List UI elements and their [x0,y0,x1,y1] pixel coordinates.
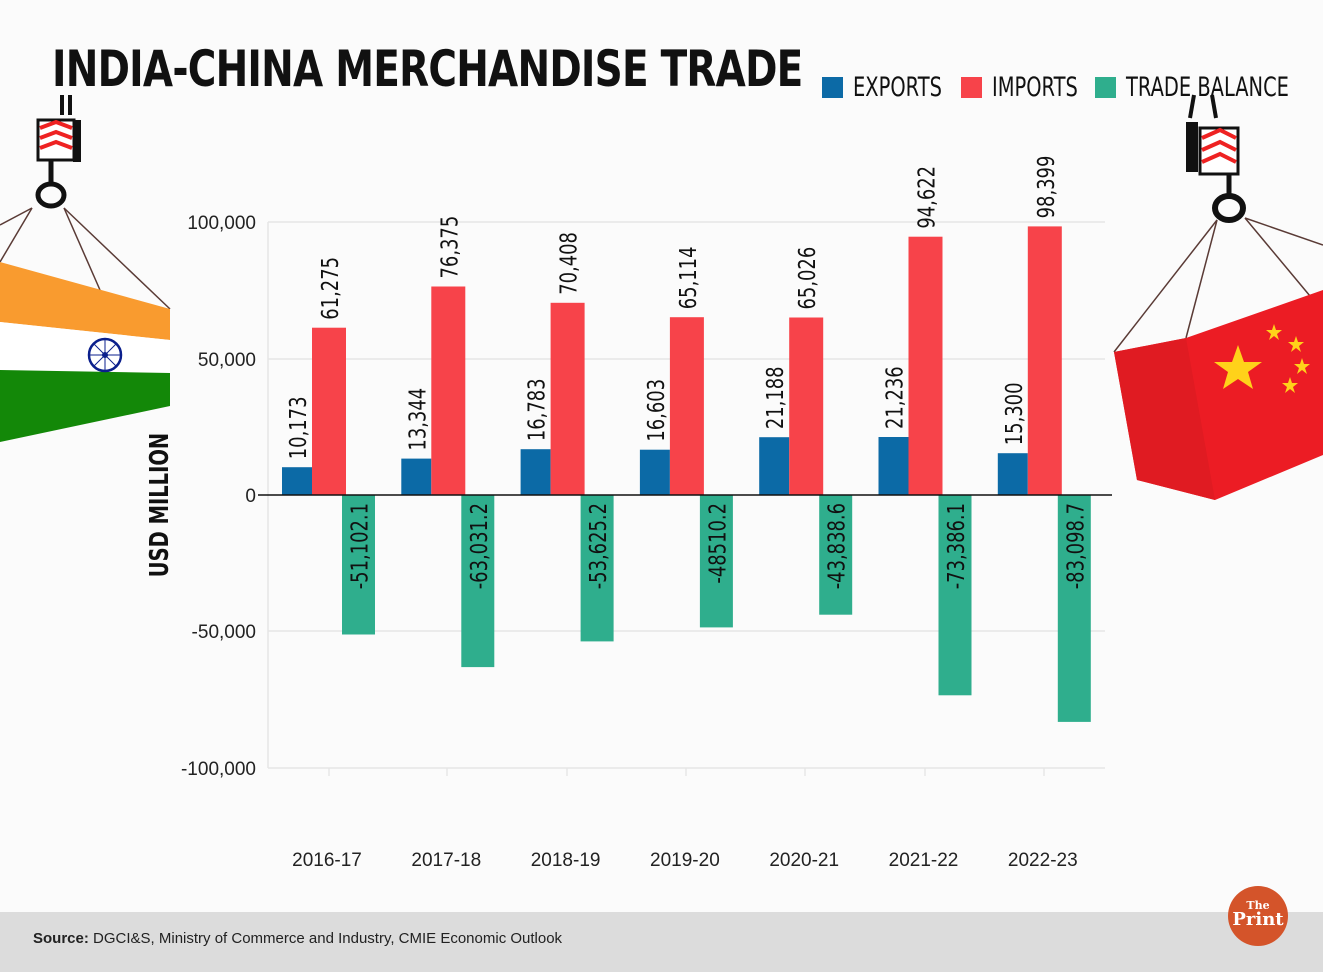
legend-swatch-exports [822,77,843,98]
legend-item-trade-balance: TRADE BALANCE [1094,72,1322,103]
bar-exports [878,437,909,495]
bar-imports [550,302,585,495]
data-label: 21,188 [762,366,789,429]
bar-series-group [282,226,1091,722]
legend-swatch-trade-balance [1094,77,1116,98]
logo-text-bottom: Print [1232,909,1284,930]
data-label: 16,603 [643,379,670,442]
legend-label-exports: EXPORTS [853,72,942,103]
legend-label-trade-balance: TRADE BALANCE [1125,72,1289,103]
y-tick-label: -50,000 [192,622,256,643]
data-label: 70,408 [555,232,582,295]
data-label: 10,173 [285,396,312,459]
data-label: -73,386.1 [943,503,970,589]
bar-trade-balance [938,495,972,696]
x-tick-label: 2019-20 [650,850,720,871]
bar-trade-balance [461,495,495,668]
theprint-logo: The Print [1228,886,1288,946]
bar-trade-balance [1057,495,1091,722]
bar-exports [639,449,670,495]
chart-legend: EXPORTS IMPORTS TRADE BALANCE [822,72,1323,103]
data-label: 76,375 [436,216,463,279]
data-label: 94,622 [913,166,940,229]
legend-item-imports: IMPORTS [960,72,1081,103]
chart-canvas: 100,000 50,000 0 -50,000 -100,000 USD MI… [0,94,1323,871]
bar-exports [282,467,312,495]
bar-trade-balance [342,495,375,635]
data-label: -63,031.2 [466,503,493,589]
x-tick-label: 2017-18 [411,850,481,871]
y-axis-tick-labels: 100,000 50,000 0 -50,000 -100,000 [181,213,256,780]
y-tick-label: -100,000 [181,759,256,780]
source-label: Source: [33,930,89,947]
logo-text-top: The [1246,899,1270,912]
data-label: -53,625.2 [585,503,612,589]
x-tick-label: 2021-22 [889,850,959,871]
data-label: 13,344 [404,388,431,451]
chart-title: INDIA-CHINA MERCHANDISE TRADE [52,40,803,98]
source-note: Source: DGCI&S, Ministry of Commerce and… [33,930,562,947]
y-axis-label: USD MILLION [145,433,174,577]
data-label: 16,783 [523,378,550,441]
data-label: 98,399 [1033,156,1060,219]
bar-trade-balance [580,495,614,642]
x-tick-label: 2018-19 [531,850,601,871]
data-label: -51,102.1 [346,503,373,589]
bar-imports [1027,226,1062,495]
y-tick-label: 50,000 [198,350,256,371]
india-flag-container-crane-icon [0,95,171,442]
footer-bar: Source: DGCI&S, Ministry of Commerce and… [0,912,1323,972]
x-axis-tick-labels: 2016-17 2017-18 2018-19 2019-20 2020-21 2021-… [292,850,1078,871]
data-label: 65,026 [794,247,821,310]
bar-trade-balance [699,495,733,628]
china-flag-container-crane-icon [1113,94,1323,500]
bar-imports [669,317,704,495]
data-labels-group: 10,173 61,275 -51,102.1 13,344 76,375 -63,031… [285,156,1089,590]
x-tick-label: 2022-23 [1008,850,1078,871]
data-label: 61,275 [317,257,344,320]
bar-exports [997,453,1028,495]
source-text: DGCI&S, Ministry of Commerce and Industr… [88,930,563,947]
legend-label-imports: IMPORTS [991,72,1078,103]
legend-swatch-imports [960,77,982,98]
legend-item-exports: EXPORTS [822,72,947,103]
data-label: -43,838.6 [824,503,851,589]
y-tick-label: 0 [245,486,256,507]
data-label: -83,098.7 [1062,503,1089,589]
bar-imports [312,327,346,495]
x-tick-label: 2020-21 [769,850,839,871]
bar-imports [431,286,466,495]
x-tick-marks [328,768,1045,776]
bar-exports [401,458,432,495]
data-label: 15,300 [1001,382,1028,445]
y-tick-label: 100,000 [187,213,256,234]
bar-exports [520,449,551,495]
data-label: 21,236 [881,366,908,429]
data-label: 65,114 [675,247,702,310]
bar-imports [789,317,824,495]
x-tick-label: 2016-17 [292,850,362,871]
data-label: -48510.2 [704,503,731,584]
bar-imports [908,236,943,495]
bar-exports [759,437,790,495]
bar-trade-balance [819,495,853,615]
